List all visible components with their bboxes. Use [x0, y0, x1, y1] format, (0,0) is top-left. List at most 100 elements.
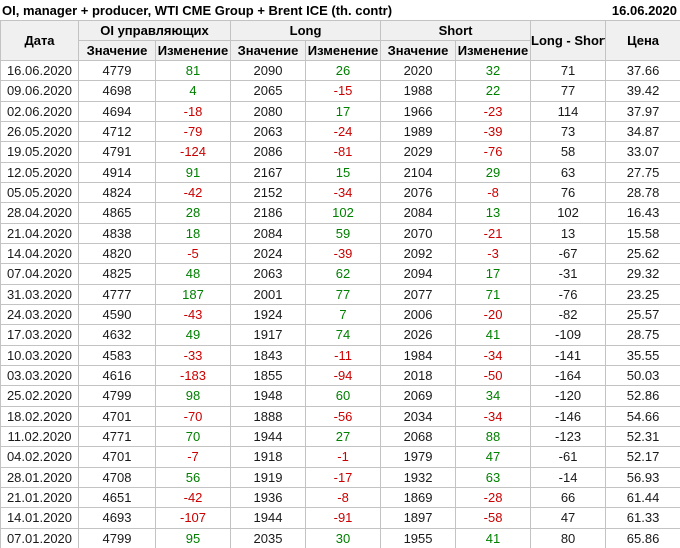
- cell-oi-value: 4712: [78, 120, 156, 143]
- cell-date: 24.03.2020: [0, 303, 79, 326]
- cell-short-value: 2077: [380, 283, 457, 305]
- cell-oi-change: -42: [154, 486, 232, 509]
- cell-long-value: 1944: [230, 507, 307, 529]
- cell-long-short: -123: [530, 425, 607, 448]
- cell-long-change: -15: [305, 80, 382, 102]
- cell-date: 14.04.2020: [0, 242, 79, 265]
- cell-short-value: 1869: [380, 486, 457, 509]
- cell-oi-change: -5: [154, 242, 232, 265]
- col-header-short: Short: [380, 20, 532, 41]
- table-row: 21.01.2020 4651 -42 1936 -8 1869 -28 66 …: [0, 486, 680, 509]
- cell-date: 03.03.2020: [0, 364, 79, 387]
- cot-table: Дата OI управляющих Long Short Long - Sh…: [0, 20, 680, 548]
- cell-short-value: 2069: [380, 385, 457, 407]
- sub-header-oi-change: Изменение: [154, 40, 232, 61]
- cell-oi-change: -7: [154, 446, 232, 468]
- cell-short-value: 1966: [380, 100, 457, 122]
- cell-long-change: 74: [305, 324, 382, 346]
- table-row: 21.04.2020 4838 18 2084 59 2070 -21 13 1…: [0, 222, 680, 244]
- cell-long-value: 2167: [230, 161, 307, 183]
- cell-short-value: 2084: [380, 202, 457, 224]
- table-row: 17.03.2020 4632 49 1917 74 2026 41 -109 …: [0, 324, 680, 346]
- cell-oi-value: 4791: [78, 141, 156, 163]
- cell-long-change: -39: [305, 242, 382, 265]
- table-row: 14.04.2020 4820 -5 2024 -39 2092 -3 -67 …: [0, 242, 680, 265]
- sub-header-long-value: Значение: [230, 40, 307, 61]
- cell-long-value: 1918: [230, 446, 307, 468]
- cell-short-value: 1979: [380, 446, 457, 468]
- cell-long-short: -109: [530, 324, 607, 346]
- cell-short-value: 2034: [380, 405, 457, 427]
- table-row: 12.05.2020 4914 91 2167 15 2104 29 63 27…: [0, 161, 680, 183]
- cell-oi-change: 56: [154, 466, 232, 488]
- cell-long-value: 2084: [230, 222, 307, 244]
- cell-short-change: 34: [455, 385, 532, 407]
- cell-price: 52.86: [605, 385, 680, 407]
- cell-long-short: 58: [530, 141, 607, 163]
- cell-long-change: -34: [305, 181, 382, 204]
- cell-long-value: 2063: [230, 263, 307, 285]
- col-header-price: Цена: [605, 20, 680, 61]
- cell-date: 21.04.2020: [0, 222, 79, 244]
- cell-long-value: 2024: [230, 242, 307, 265]
- cell-long-change: -81: [305, 141, 382, 163]
- sub-header-short-value: Значение: [380, 40, 457, 61]
- cell-price: 61.33: [605, 507, 680, 529]
- cell-oi-value: 4651: [78, 486, 156, 509]
- cell-date: 28.04.2020: [0, 202, 79, 224]
- cell-long-value: 2086: [230, 141, 307, 163]
- cell-long-value: 1843: [230, 344, 307, 366]
- cell-long-short: 13: [530, 222, 607, 244]
- cell-oi-value: 4701: [78, 446, 156, 468]
- cell-short-change: 41: [455, 527, 532, 548]
- cell-short-change: 41: [455, 324, 532, 346]
- cell-oi-value: 4698: [78, 80, 156, 102]
- cell-price: 23.25: [605, 283, 680, 305]
- cell-long-value: 1944: [230, 425, 307, 448]
- cell-short-change: -23: [455, 100, 532, 122]
- cell-oi-value: 4693: [78, 507, 156, 529]
- cell-long-value: 2080: [230, 100, 307, 122]
- cell-long-change: 60: [305, 385, 382, 407]
- cell-long-change: 59: [305, 222, 382, 244]
- cell-short-change: -39: [455, 120, 532, 143]
- cell-oi-value: 4590: [78, 303, 156, 326]
- cell-long-change: -1: [305, 446, 382, 468]
- cell-long-value: 2035: [230, 527, 307, 548]
- cell-long-value: 1948: [230, 385, 307, 407]
- cell-long-value: 1855: [230, 364, 307, 387]
- table-row: 02.06.2020 4694 -18 2080 17 1966 -23 114…: [0, 100, 680, 122]
- table-row: 09.06.2020 4698 4 2065 -15 1988 22 77 39…: [0, 80, 680, 102]
- cell-long-short: -146: [530, 405, 607, 427]
- cell-long-short: 66: [530, 486, 607, 509]
- cell-short-change: 32: [455, 59, 532, 82]
- cell-oi-value: 4824: [78, 181, 156, 204]
- table-row: 03.03.2020 4616 -183 1855 -94 2018 -50 -…: [0, 364, 680, 387]
- cell-oi-change: -33: [154, 344, 232, 366]
- cell-price: 28.75: [605, 324, 680, 346]
- cell-long-short: -61: [530, 446, 607, 468]
- cell-long-value: 2001: [230, 283, 307, 305]
- cell-long-value: 1936: [230, 486, 307, 509]
- cell-short-change: -21: [455, 222, 532, 244]
- table-row: 19.05.2020 4791 -124 2086 -81 2029 -76 5…: [0, 141, 680, 163]
- cell-oi-value: 4779: [78, 59, 156, 82]
- cell-date: 25.02.2020: [0, 385, 79, 407]
- cell-oi-change: 81: [154, 59, 232, 82]
- cell-oi-change: -183: [154, 364, 232, 387]
- cell-oi-value: 4708: [78, 466, 156, 488]
- cell-date: 12.05.2020: [0, 161, 79, 183]
- cell-short-value: 1932: [380, 466, 457, 488]
- cell-price: 25.57: [605, 303, 680, 326]
- cell-price: 16.43: [605, 202, 680, 224]
- cell-price: 65.86: [605, 527, 680, 548]
- cell-short-change: 17: [455, 263, 532, 285]
- cell-long-change: -56: [305, 405, 382, 427]
- cell-oi-change: -43: [154, 303, 232, 326]
- sub-header-short-change: Изменение: [455, 40, 532, 61]
- table-row: 24.03.2020 4590 -43 1924 7 2006 -20 -82 …: [0, 303, 680, 326]
- col-header-long-short: Long - Short: [530, 20, 607, 61]
- col-header-long: Long: [230, 20, 382, 41]
- table-row: 28.01.2020 4708 56 1919 -17 1932 63 -14 …: [0, 466, 680, 488]
- cell-long-change: 7: [305, 303, 382, 326]
